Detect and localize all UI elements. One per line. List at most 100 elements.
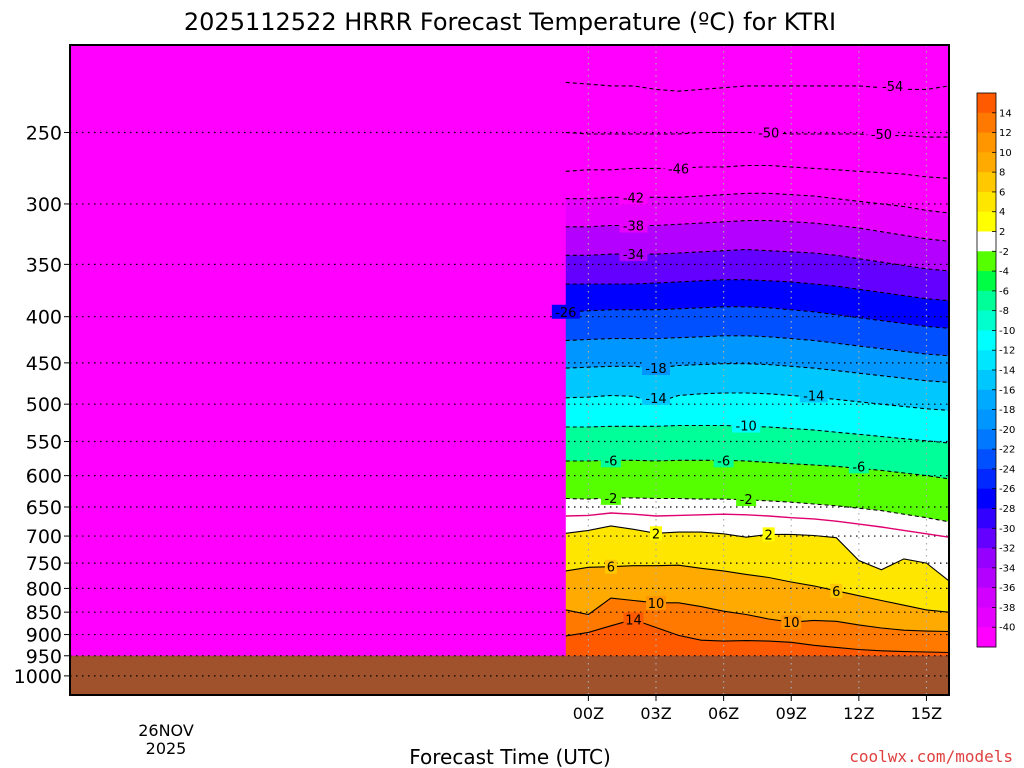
contour-label-bg — [600, 453, 621, 468]
isotherm--6 — [565, 459, 949, 480]
colorbar-swatch — [977, 132, 996, 153]
credit-link[interactable]: coolwx.com/models — [849, 747, 1013, 766]
contour-label: 6 — [607, 561, 615, 576]
y-tick-label: 250 — [26, 122, 62, 144]
contour-label-bg — [642, 390, 670, 405]
colorbar-label: -32 — [999, 544, 1015, 555]
colorbar-swatch — [977, 508, 996, 529]
date-label-day: 26NOV — [138, 721, 194, 740]
time-axis: 00Z 03Z 06Z 09Z 12Z 15Z — [573, 695, 942, 723]
band--34-to--30 — [565, 249, 949, 301]
y-tick-label: 650 — [26, 497, 62, 519]
band--14-to--10 — [565, 393, 949, 443]
band--42-to--38 — [565, 193, 949, 242]
isotherm--46 — [565, 164, 949, 179]
x-tick-label: 06Z — [708, 704, 739, 723]
contour-label-bg — [867, 127, 896, 142]
band-10-to-14 — [565, 598, 949, 653]
x-tick-label: 09Z — [776, 704, 807, 723]
contour-label-bg — [619, 247, 648, 262]
contour-label: -54 — [882, 80, 903, 95]
contour-label-bg — [619, 190, 648, 205]
contour-label: -2 — [740, 493, 753, 508]
colorbar-swatch — [977, 548, 996, 569]
colorbar-label: -28 — [999, 504, 1015, 515]
contour-label: -18 — [645, 362, 666, 377]
contour-label-bg — [650, 526, 662, 541]
colorbar-swatch — [977, 231, 996, 252]
colorbar-swatch — [977, 587, 996, 608]
y-tick-label: 750 — [26, 553, 62, 575]
band-6-to-10 — [565, 565, 949, 632]
contour-label: -26 — [555, 306, 576, 321]
colorbar-label: -18 — [999, 405, 1015, 416]
band--6-to--2 — [565, 460, 949, 522]
contour-label: -2 — [604, 492, 617, 507]
y-tick-label: 500 — [26, 394, 62, 416]
isotherm-6 — [565, 564, 949, 613]
colorbar-swatch — [977, 468, 996, 490]
colorbar-swatch — [977, 429, 996, 450]
contour-label-bg — [781, 615, 802, 630]
isotherm--2 — [565, 497, 949, 523]
pressure-axis: 2503003504004505005506006507007508008509… — [14, 122, 70, 688]
y-tick-label: 350 — [26, 254, 62, 276]
contour-label: -46 — [668, 162, 689, 177]
colorbar-swatch — [977, 93, 996, 114]
band--38-to--34 — [565, 220, 949, 271]
contour-label-bg — [600, 490, 621, 505]
band--46-to--42 — [565, 165, 949, 213]
y-tick-label: 400 — [26, 307, 62, 329]
contour-label-bg — [619, 218, 648, 233]
contour-label: -14 — [645, 392, 666, 407]
contour-label-bg — [754, 125, 783, 140]
contour-label-bg — [713, 453, 734, 468]
band--26-to--22 — [565, 306, 949, 356]
colorbar-swatch — [977, 488, 996, 509]
x-tick-label: 00Z — [573, 704, 604, 723]
contour-label: 2 — [652, 527, 660, 542]
colorbar-label: 8 — [999, 168, 1005, 179]
colorbar-swatch — [977, 271, 996, 292]
x-axis-title: Forecast Time (UTC) — [409, 745, 611, 768]
contour-label: -10 — [736, 420, 757, 435]
y-tick-label: 450 — [26, 353, 62, 375]
below-ground — [70, 655, 949, 695]
contour-label-bg — [664, 161, 693, 176]
x-tick-label: 15Z — [911, 704, 942, 723]
plot-frame — [69, 44, 950, 696]
colorbar-label: -14 — [999, 366, 1015, 377]
dotted-grid — [70, 45, 949, 695]
colorbar-swatch — [977, 370, 996, 391]
colorbar-label: -12 — [999, 346, 1015, 357]
contour-label: -6 — [852, 460, 865, 475]
colorbar-label: -6 — [999, 286, 1009, 297]
colorbar-label: 12 — [999, 128, 1012, 139]
y-tick-label: 950 — [26, 646, 62, 668]
colorbar-swatch — [977, 251, 996, 272]
isotherm--14 — [565, 392, 949, 411]
colorbar-label: -22 — [999, 445, 1015, 456]
colorbar-label: -36 — [999, 583, 1015, 594]
colorbar-label: -2 — [999, 247, 1009, 258]
y-tick-label: 1000 — [14, 666, 62, 688]
colorbar-label: -38 — [999, 603, 1015, 614]
colorbar-label: -34 — [999, 563, 1015, 574]
band--22-to--18 — [565, 335, 949, 383]
contour-labels: -54-50 -50-46-42-38-34-26-18-14 -14-10-6 -6… — [551, 78, 907, 631]
contour-label-bg — [762, 527, 775, 542]
contour-label-bg — [642, 361, 670, 376]
contour-label-bg — [604, 559, 617, 574]
y-tick-label: 900 — [26, 625, 62, 647]
contour-label: -50 — [871, 128, 892, 143]
contour-label-bg — [878, 78, 907, 93]
date-label-year: 2025 — [146, 739, 187, 758]
contour-label: -50 — [758, 126, 779, 141]
band--50-to--46 — [565, 132, 949, 179]
contour-label: -14 — [803, 389, 824, 404]
colorbar-swatch — [977, 449, 996, 470]
isotherm-2 — [565, 525, 949, 582]
contour-label: -6 — [717, 454, 730, 469]
contour-label: -42 — [623, 191, 644, 206]
colorbar-swatch — [977, 211, 996, 232]
